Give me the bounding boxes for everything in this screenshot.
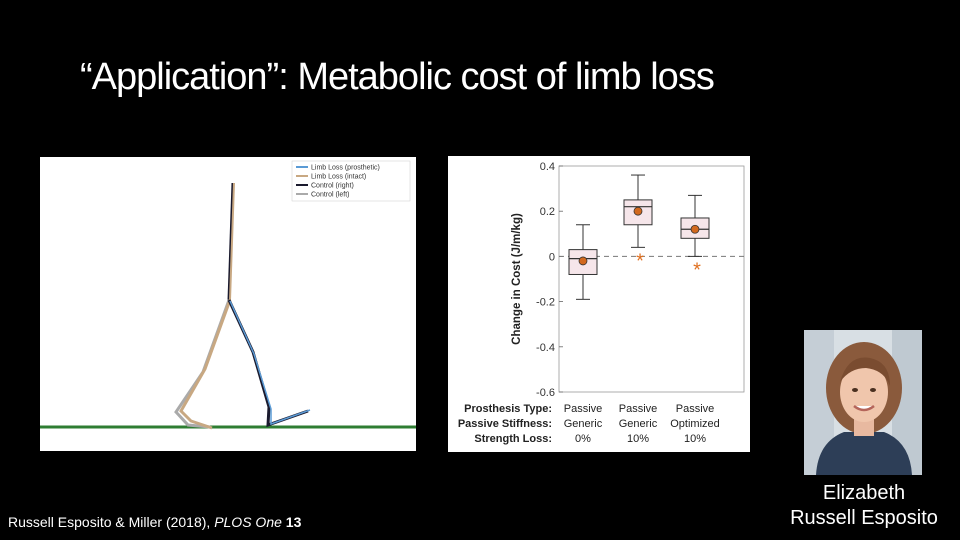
gait-figure: Limb Loss (prosthetic) Limb Loss (intact… [40, 157, 416, 451]
row-label: Strength Loss: [474, 433, 552, 445]
group-label: 0% [575, 433, 591, 445]
y-tick-label: 0.4 [540, 161, 555, 173]
citation: Russell Esposito & Miller (2018), PLOS O… [8, 514, 301, 530]
portrait-photo [804, 330, 922, 475]
gait-legend: Limb Loss (prosthetic) Limb Loss (intact… [291, 160, 411, 202]
citation-journal: PLOS One [214, 514, 282, 530]
significance-star: * [636, 250, 644, 272]
y-tick-label: -0.6 [536, 387, 555, 399]
person-name-last: Russell Esposito [790, 507, 938, 529]
row-label: Passive Stiffness: [458, 418, 552, 430]
citation-authors: Russell Esposito & Miller (2018), [8, 514, 215, 530]
leg-limb-loss-prosthetic [229, 300, 311, 426]
group-label: 10% [684, 433, 706, 445]
plot-frame [558, 165, 745, 393]
group-label: Generic [619, 418, 658, 430]
y-tick-label: -0.2 [536, 297, 555, 309]
portrait-illustration [804, 330, 922, 475]
row-label: Prosthesis Type: [464, 403, 552, 415]
gait-figure-svg: Limb Loss (prosthetic) Limb Loss (intact… [40, 160, 416, 430]
legend-label-prosthetic: Limb Loss (prosthetic) [311, 165, 380, 172]
group-label: Passive [619, 403, 658, 415]
mean-marker [633, 206, 643, 216]
y-tick-label: 0.2 [540, 206, 555, 218]
group-label: Passive [676, 403, 715, 415]
person-name: Elizabeth Russell Esposito [780, 481, 948, 531]
significance-star: * [693, 259, 701, 281]
cost-boxplot: Change in Cost (J/m/kg) -0.6 -0.4 -0.2 0 0.2… [448, 156, 750, 452]
person-name-first: Elizabeth [822, 482, 906, 504]
legend-label-intact: Limb Loss (intact) [311, 174, 366, 181]
legend-label-control-left: Control (left) [311, 192, 350, 199]
group-label: Optimized [670, 418, 720, 430]
group-label: Passive [564, 403, 603, 415]
group-row-labels: Prosthesis Type: Passive Stiffness: Streng… [458, 403, 720, 445]
boxplot-svg: Change in Cost (J/m/kg) -0.6 -0.4 -0.2 0 0.2… [458, 161, 745, 445]
y-axis: -0.6 -0.4 -0.2 0 0.2 0.4 [536, 161, 745, 399]
citation-volume: 13 [281, 514, 302, 530]
legend-label-control-right: Control (right) [311, 183, 354, 190]
y-axis-label: Change in Cost (J/m/kg) [511, 213, 523, 345]
gait-legend-box [291, 160, 411, 202]
leg-limb-loss-intact [179, 299, 232, 430]
leg-control-right [227, 299, 309, 428]
trunk-segment-overlay [229, 182, 235, 301]
boxes: * * [568, 174, 710, 300]
group-label: Generic [564, 418, 603, 430]
mean-marker [578, 256, 588, 266]
group-label: 10% [627, 433, 649, 445]
y-tick-label: 0 [549, 251, 555, 263]
slide-title: “Application”: Metabolic cost of limb lo… [80, 56, 715, 98]
y-tick-label: -0.4 [536, 342, 555, 354]
mean-marker [690, 224, 700, 234]
